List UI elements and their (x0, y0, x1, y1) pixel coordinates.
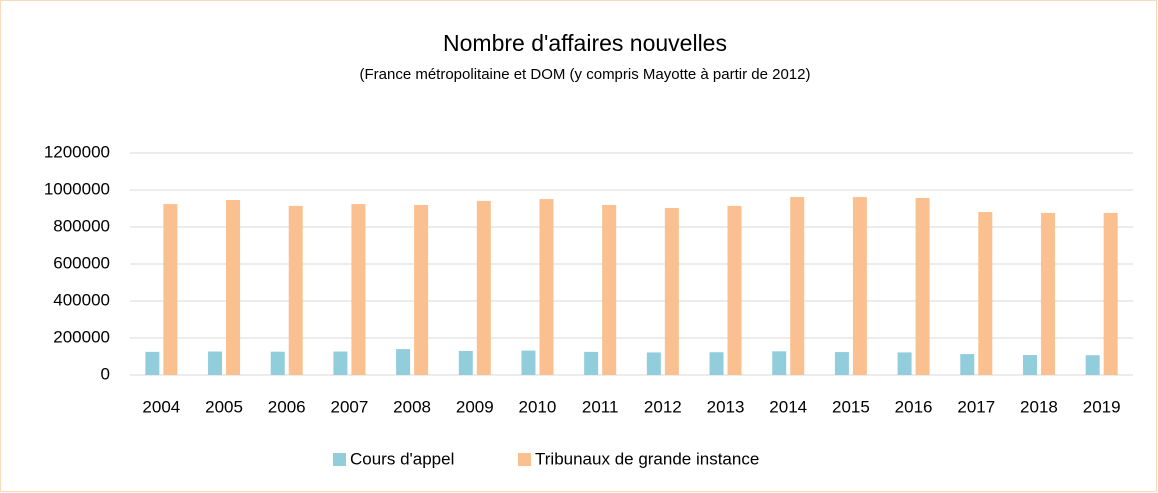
bar (145, 351, 160, 375)
bar (664, 207, 679, 375)
legend-swatch (333, 453, 346, 466)
bar (458, 350, 473, 375)
x-tick-label: 2018 (1020, 397, 1058, 416)
legend-label: Cours d'appel (350, 449, 454, 468)
bar (333, 351, 348, 375)
bar (772, 351, 787, 375)
x-tick-label: 2012 (644, 397, 682, 416)
x-tick-label: 2008 (393, 397, 431, 416)
x-tick-label: 2007 (330, 397, 368, 416)
bar (163, 204, 178, 375)
x-tick-label: 2014 (769, 397, 807, 416)
bar (351, 204, 366, 375)
bar (539, 199, 554, 375)
y-tick-label: 400000 (53, 290, 110, 309)
x-tick-label: 2006 (268, 397, 306, 416)
bar (602, 204, 617, 375)
bar (709, 352, 724, 375)
legend-swatch (518, 453, 531, 466)
bar (1022, 355, 1037, 375)
bar (852, 197, 867, 375)
x-tick-label: 2016 (895, 397, 933, 416)
x-tick-label: 2011 (582, 397, 619, 416)
x-tick-label: 2013 (707, 397, 745, 416)
bar (978, 212, 993, 375)
y-tick-label: 1200000 (44, 142, 110, 161)
bar (396, 349, 411, 375)
bar (915, 197, 930, 375)
y-tick-label: 600000 (53, 253, 110, 272)
bar (790, 197, 805, 375)
bar (1085, 355, 1100, 375)
chart-title: Nombre d'affaires nouvelles (443, 30, 727, 56)
bar (208, 351, 223, 375)
x-tick-label: 2009 (456, 397, 494, 416)
bar (521, 350, 536, 375)
bar (727, 205, 742, 375)
y-tick-label: 0 (101, 364, 110, 383)
bar (646, 352, 661, 375)
bar (226, 199, 241, 375)
y-tick-label: 200000 (53, 327, 110, 346)
bar (288, 205, 303, 375)
bar (414, 204, 429, 375)
bar (897, 352, 912, 375)
bar (1103, 212, 1118, 375)
x-tick-label: 2017 (957, 397, 995, 416)
y-tick-label: 1000000 (44, 179, 110, 198)
bar (476, 200, 491, 375)
x-tick-label: 2004 (142, 397, 180, 416)
x-tick-label: 2019 (1083, 397, 1121, 416)
y-tick-label: 800000 (53, 216, 110, 235)
bar (584, 351, 599, 375)
x-tick-label: 2015 (832, 397, 870, 416)
bar (834, 352, 849, 375)
bar (960, 354, 975, 375)
chart-subtitle: (France métropolitaine et DOM (y compris… (359, 66, 810, 83)
x-tick-label: 2010 (519, 397, 557, 416)
bar (1040, 212, 1055, 375)
bar (270, 351, 285, 375)
legend-label: Tribunaux de grande instance (535, 449, 759, 468)
x-tick-label: 2005 (205, 397, 243, 416)
